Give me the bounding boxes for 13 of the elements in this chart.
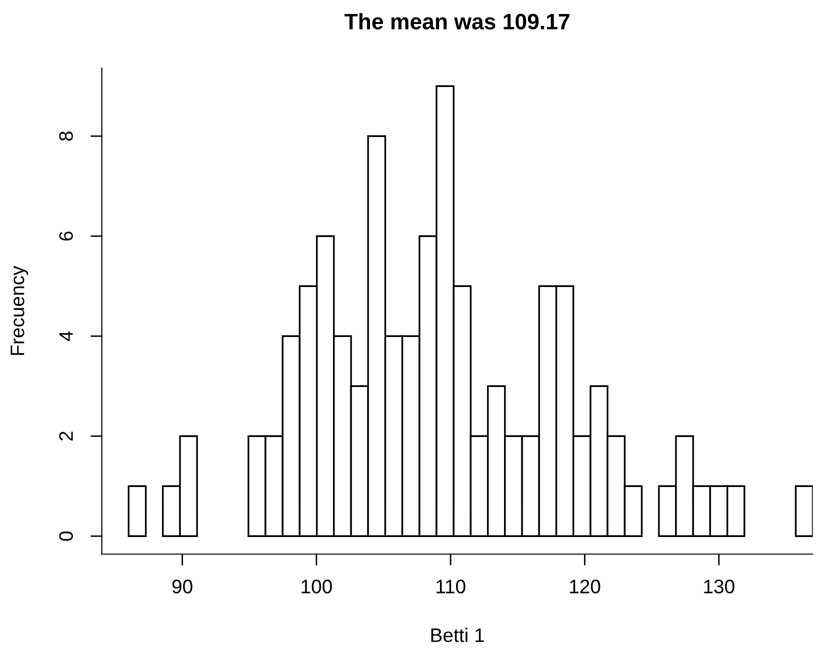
y-axis-title: Frecuency	[10, 266, 28, 355]
x-tick-label: 120	[570, 580, 600, 594]
y-tick-label: 4	[59, 331, 73, 342]
x-tick-label: 90	[172, 580, 192, 594]
y-tick-label: 2	[59, 432, 73, 441]
y-tick-label: 0	[59, 531, 73, 541]
x-tick-label: 110	[436, 580, 466, 594]
y-tick-label: 6	[59, 232, 73, 241]
chart-title: The mean was 109.17	[344, 13, 570, 30]
x-tick-label: 100	[302, 580, 332, 594]
x-axis-title: Betti 1	[431, 628, 484, 642]
y-tick-label: 8	[59, 132, 73, 141]
x-tick-label: 130	[704, 580, 734, 594]
